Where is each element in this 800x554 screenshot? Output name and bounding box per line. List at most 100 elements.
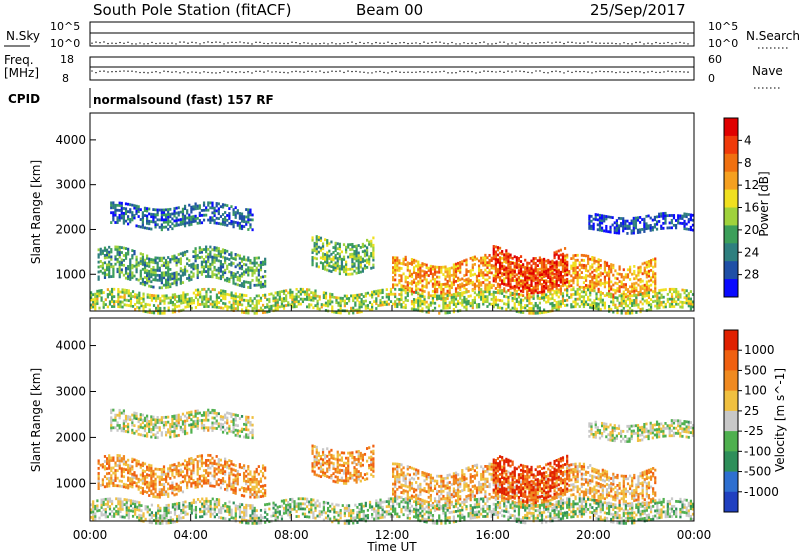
echo-cell <box>691 302 695 306</box>
echo-cell <box>198 256 201 259</box>
echo-cell <box>145 434 149 438</box>
echo-cell <box>534 269 537 273</box>
echo-cell <box>484 261 487 265</box>
echo-cell <box>131 263 134 267</box>
echo-cell <box>394 305 397 308</box>
noise-search-dot <box>327 43 329 45</box>
echo-cell <box>131 421 134 425</box>
echo-cell <box>608 269 611 273</box>
echo-cell <box>154 487 157 491</box>
echo-cell <box>624 293 627 296</box>
echo-cell <box>375 292 378 296</box>
echo-cell <box>594 215 597 219</box>
echo-cell <box>186 416 189 420</box>
echo-cell <box>192 265 195 268</box>
echo-cell <box>236 275 239 279</box>
echo-cell <box>211 424 214 427</box>
echo-cell <box>633 287 636 290</box>
echo-cell <box>605 229 608 233</box>
nave-dot <box>619 71 621 73</box>
echo-cell <box>480 297 483 301</box>
echo-cell <box>494 250 497 254</box>
echo-cell <box>152 278 155 282</box>
echo-cell <box>415 274 418 278</box>
echo-cell <box>538 258 542 262</box>
nave-dot <box>171 71 173 73</box>
echo-cell <box>358 303 361 307</box>
echo-cell <box>124 257 128 260</box>
echo-cell <box>484 278 487 282</box>
echo-cell <box>217 291 221 295</box>
echo-cell <box>486 285 489 289</box>
echo-cell <box>589 265 592 269</box>
echo-cell <box>198 214 201 217</box>
echo-cell <box>593 306 596 310</box>
freq-left-tick-low: 8 <box>62 72 69 85</box>
echo-cell <box>163 294 166 298</box>
echo-cell <box>622 219 625 223</box>
echo-cell <box>139 425 142 429</box>
echo-cell <box>357 263 360 267</box>
echo-cell <box>660 293 663 297</box>
echo-cell <box>133 481 136 485</box>
echo-cell <box>517 283 521 286</box>
echo-cell <box>603 217 606 220</box>
echo-cell <box>184 305 187 309</box>
echo-cell <box>639 228 642 232</box>
echo-cell <box>131 266 134 270</box>
echo-cell <box>181 207 185 211</box>
echo-cell <box>402 272 405 276</box>
echo-cell <box>171 425 174 428</box>
echo-cell <box>584 290 588 294</box>
echo-cell <box>687 213 690 216</box>
echo-cell <box>587 257 590 261</box>
noise-search-dot <box>315 43 317 45</box>
echo-cell <box>423 270 426 274</box>
echo-cell <box>183 419 187 423</box>
echo-cell <box>649 288 653 292</box>
echo-cell <box>148 420 151 423</box>
echo-cell <box>198 248 201 252</box>
echo-cell <box>171 282 174 286</box>
echo-cell <box>177 211 180 215</box>
echo-cell <box>120 459 123 463</box>
echo-cell <box>559 258 562 262</box>
echo-cell <box>242 270 246 274</box>
echo-cell <box>146 490 149 494</box>
echo-cell <box>207 287 210 291</box>
echo-cell <box>249 225 252 229</box>
echo-cell <box>677 216 680 220</box>
echo-cell <box>247 433 250 437</box>
echo-cell <box>436 290 439 294</box>
noise-search-dot <box>155 42 157 45</box>
echo-cell <box>519 255 523 258</box>
echo-cell <box>652 258 655 262</box>
noise-search-dot <box>635 41 637 44</box>
echo-cell <box>442 265 445 269</box>
nave-dot <box>495 71 497 73</box>
echo-cell <box>167 285 170 289</box>
echo-cell <box>243 298 246 302</box>
echo-cell <box>352 306 355 310</box>
echo-cell <box>412 302 416 306</box>
echo-cell <box>97 459 100 463</box>
echo-cell <box>608 264 611 268</box>
echo-cell <box>681 222 684 225</box>
echo-cell <box>589 305 592 309</box>
echo-cell <box>169 435 172 439</box>
echo-cell <box>557 278 560 282</box>
echo-cell <box>551 301 554 305</box>
echo-cell <box>97 477 100 480</box>
echo-cell <box>540 278 544 281</box>
echo-cell <box>211 258 214 261</box>
echo-cell <box>317 235 320 239</box>
echo-cell <box>165 296 168 300</box>
echo-cell <box>482 295 485 299</box>
echo-cell <box>97 479 100 483</box>
echo-cell <box>108 263 111 266</box>
echo-cell <box>141 280 145 284</box>
noise-search-dot <box>527 43 529 45</box>
echo-cell <box>251 271 254 275</box>
echo-cell <box>112 484 115 488</box>
echo-cell <box>201 297 204 301</box>
